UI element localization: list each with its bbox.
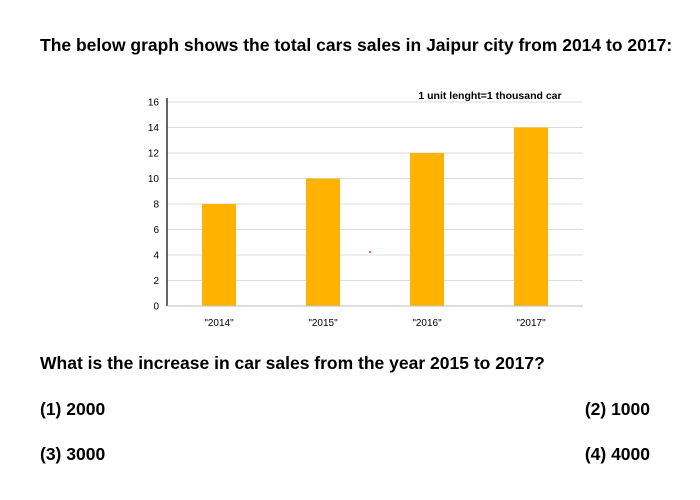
y-tick-label: 2 — [153, 276, 159, 287]
y-tick-label: 10 — [148, 174, 160, 185]
x-tick-label: "2017" — [516, 318, 546, 329]
option-3[interactable]: (3) 3000 — [40, 444, 106, 464]
y-tick-label: 6 — [153, 225, 159, 236]
y-tick-label: 16 — [148, 98, 160, 109]
tick-labels: 0 2 4 6 8 10 12 14 16 "2014" "2015" "2016" "2017" — [148, 98, 546, 330]
y-tick-label: 14 — [148, 123, 160, 134]
x-tick-label: "2014" — [204, 318, 234, 329]
option-4[interactable]: (4) 4000 — [584, 444, 650, 464]
option-2[interactable]: (2) 1000 — [584, 399, 650, 419]
question-intro: The below graph shows the total cars sal… — [40, 35, 673, 55]
x-tick-label: "2015" — [308, 318, 338, 329]
bar-3 — [514, 127, 548, 306]
y-tick-label: 12 — [148, 149, 160, 160]
question-text: What is the increase in car sales from t… — [40, 353, 545, 373]
bar-0 — [202, 204, 236, 306]
stray-dot — [369, 251, 371, 253]
x-tick-label: "2016" — [412, 318, 442, 329]
chart-annotation: 1 unit lenght=1 thousand car — [418, 90, 561, 102]
y-tick-label: 0 — [153, 302, 159, 313]
axes — [166, 98, 583, 307]
option-1[interactable]: (1) 2000 — [40, 399, 106, 419]
bars — [202, 127, 548, 306]
y-tick-label: 4 — [153, 251, 159, 262]
grid-lines — [167, 101, 583, 281]
y-tick-label: 8 — [153, 200, 159, 211]
bar-1 — [306, 178, 340, 306]
bar-2 — [410, 153, 444, 306]
